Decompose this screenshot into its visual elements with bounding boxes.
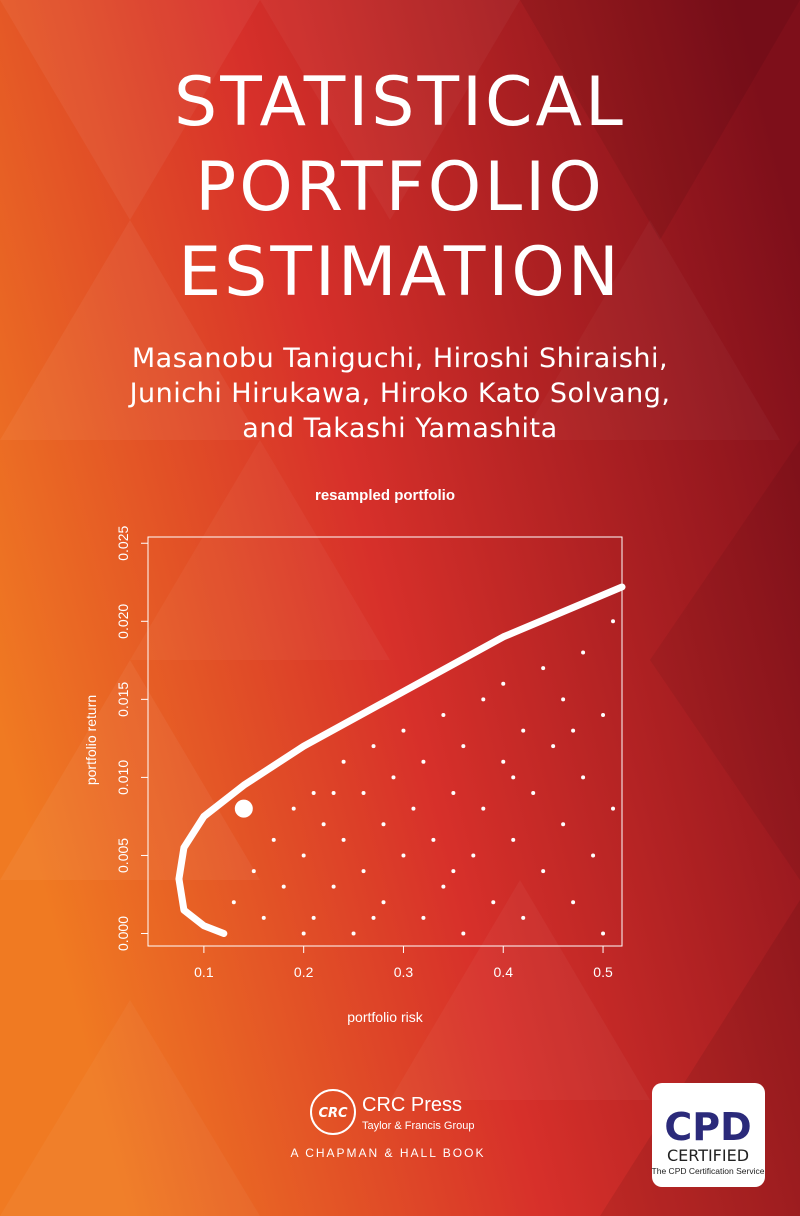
scatter-point xyxy=(281,884,286,889)
scatter-point xyxy=(321,822,326,827)
imprint: A CHAPMAN & HALL BOOK xyxy=(291,1146,486,1160)
scatter-point xyxy=(361,869,366,874)
scatter-point xyxy=(401,853,406,858)
highlight-point xyxy=(234,799,253,818)
y-tick-label: 0.015 xyxy=(115,682,131,717)
chart-title: resampled portfolio xyxy=(315,487,455,504)
x-axis-label: portfolio risk xyxy=(347,1009,423,1025)
authors-line: Junichi Hirukawa, Hiroko Kato Solvang, xyxy=(128,378,671,409)
scatter-point xyxy=(231,900,236,905)
publisher-group: Taylor & Francis Group xyxy=(362,1120,474,1132)
scatter-point xyxy=(291,806,296,811)
scatter-point xyxy=(601,712,606,717)
scatter-point xyxy=(531,791,536,796)
y-axis-label: portfolio return xyxy=(83,695,99,785)
x-tick-label: 0.4 xyxy=(494,964,514,980)
scatter-point xyxy=(351,931,356,936)
authors-line: Masanobu Taniguchi, Hiroshi Shiraishi, xyxy=(132,343,668,374)
y-tick-label: 0.020 xyxy=(115,604,131,639)
publisher: CRC CRC Press Taylor & Francis Group A C… xyxy=(291,1089,486,1160)
frontier xyxy=(175,583,626,938)
title-line: PORTFOLIO xyxy=(195,148,604,227)
scatter-point xyxy=(381,822,386,827)
x-tick-label: 0.1 xyxy=(194,964,214,980)
y-tick-label: 0.005 xyxy=(115,838,131,873)
scatter-point xyxy=(581,775,586,780)
x-tick-label: 0.3 xyxy=(394,964,414,980)
scatter-point xyxy=(331,884,336,889)
publisher-logo: CRC xyxy=(318,1106,348,1121)
scatter-point xyxy=(431,837,436,842)
scatter-point xyxy=(601,931,606,936)
scatter-point xyxy=(361,791,366,796)
scatter-point xyxy=(611,806,616,811)
scatter-point xyxy=(611,619,616,624)
scatter-point xyxy=(551,744,556,749)
scatter-point xyxy=(331,791,336,796)
scatter-point xyxy=(391,775,396,780)
scatter-point xyxy=(441,712,446,717)
authors-line: and Takashi Yamashita xyxy=(242,413,557,444)
publisher-logo-ring xyxy=(310,1089,356,1135)
scatter-point xyxy=(421,759,426,764)
scatter-point xyxy=(541,869,546,874)
scatter-point xyxy=(411,806,416,811)
scatter-point xyxy=(251,869,256,874)
x-tick-label: 0.5 xyxy=(593,964,613,980)
title-line: STATISTICAL xyxy=(174,63,626,142)
x-tick-label: 0.2 xyxy=(294,964,314,980)
scatter-point xyxy=(341,759,346,764)
scatter-point xyxy=(261,915,266,920)
scatter-point xyxy=(521,728,526,733)
title-line: ESTIMATION xyxy=(178,233,622,312)
scatter-point xyxy=(441,884,446,889)
badge-bottom: The CPD Certification Service xyxy=(652,1166,765,1176)
scatter-point xyxy=(381,900,386,905)
scatter-point xyxy=(521,915,526,920)
scatter-point xyxy=(501,681,506,686)
scatter-point xyxy=(311,915,316,920)
badge-top: CPD xyxy=(664,1105,751,1149)
scatter-point xyxy=(481,697,486,702)
scatter-point xyxy=(491,900,496,905)
y-tick-label: 0.010 xyxy=(115,760,131,795)
chart: resampled portfolio portfolio risk portf… xyxy=(83,487,626,1025)
scatter-point xyxy=(571,728,576,733)
badge-background xyxy=(652,1083,765,1187)
plot-frame xyxy=(147,536,623,947)
scatter-point xyxy=(341,837,346,842)
scatter-point xyxy=(571,900,576,905)
scatter-point xyxy=(461,744,466,749)
scatter-point xyxy=(471,853,476,858)
badge-middle: CERTIFIED xyxy=(667,1146,749,1165)
scatter-point xyxy=(421,915,426,920)
scatter-point xyxy=(301,931,306,936)
cpd-badge: CPD CERTIFIED The CPD Certification Serv… xyxy=(652,1083,765,1187)
scatter-point xyxy=(561,822,566,827)
publisher-name: CRC Press xyxy=(362,1094,462,1116)
scatter-point xyxy=(501,759,506,764)
scatter-point xyxy=(541,666,546,671)
scatter-point xyxy=(451,869,456,874)
scatter-point xyxy=(451,791,456,796)
scatter-point xyxy=(511,837,516,842)
scatter-point xyxy=(401,728,406,733)
scatter-point xyxy=(271,837,276,842)
scatter-point xyxy=(581,650,586,655)
scatter-point xyxy=(311,791,316,796)
y-tick-label: 0.000 xyxy=(115,916,131,951)
scatter-point xyxy=(481,806,486,811)
scatter-point xyxy=(301,853,306,858)
scatter-point xyxy=(371,744,376,749)
y-tick-label: 0.025 xyxy=(115,526,131,561)
scatter-point xyxy=(511,775,516,780)
scatter-point xyxy=(591,853,596,858)
scatter-point xyxy=(561,697,566,702)
scatter-point xyxy=(461,931,466,936)
scatter-point xyxy=(371,915,376,920)
